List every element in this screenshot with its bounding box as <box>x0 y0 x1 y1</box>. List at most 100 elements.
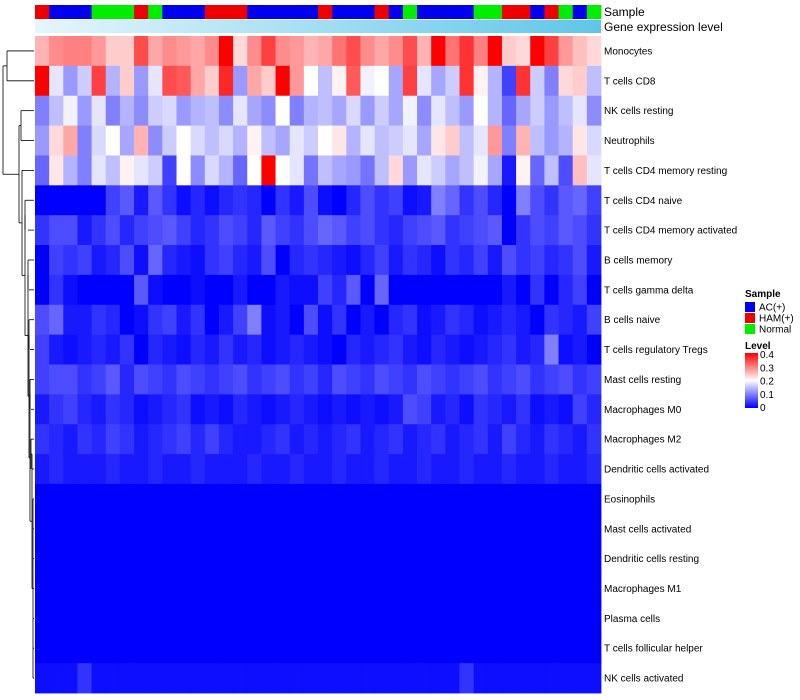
heatmap-cell <box>134 245 149 276</box>
heatmap-cell <box>318 483 333 515</box>
row-label: T cells gamma delta <box>604 285 694 296</box>
heatmap-cell <box>346 125 361 156</box>
heatmap-cell <box>190 424 206 455</box>
heatmap-cell <box>346 513 361 545</box>
heatmap-cell <box>77 274 92 306</box>
heatmap-cell <box>176 334 192 365</box>
heatmap-cell <box>431 274 446 306</box>
heatmap-cell <box>417 483 432 515</box>
heatmap-cell <box>105 483 121 515</box>
heatmap-cell <box>360 513 375 545</box>
heatmap-cell <box>388 65 404 97</box>
heatmap-cell <box>516 513 531 545</box>
heatmap-cell <box>233 274 248 306</box>
heatmap-cell <box>233 334 248 365</box>
heatmap-cell <box>148 274 163 306</box>
heatmap-cell <box>501 573 517 604</box>
heatmap-cell <box>346 633 361 664</box>
heatmap-cell <box>35 334 50 365</box>
heatmap-cell <box>388 245 404 276</box>
heatmap-cell <box>530 95 545 126</box>
heatmap-cell <box>346 185 361 216</box>
heatmap-cell <box>233 603 248 634</box>
heatmap-cell <box>388 483 404 515</box>
heatmap-cell <box>501 245 517 276</box>
sample-cell <box>261 5 276 19</box>
heatmap-cell <box>261 603 276 634</box>
heatmap-cell <box>374 603 390 634</box>
heatmap-cell <box>35 274 50 306</box>
heatmap-cell <box>402 125 418 156</box>
heatmap-cell <box>586 633 602 664</box>
heatmap-cell <box>417 215 432 246</box>
sample-cell <box>487 5 503 19</box>
heatmap-cell <box>261 274 276 306</box>
heatmap-cell <box>346 454 361 485</box>
heatmap-cell <box>544 95 559 126</box>
heatmap-cell <box>91 125 107 156</box>
heatmap-cell <box>49 245 64 276</box>
row-label: Dendritic cells resting <box>604 554 699 565</box>
heatmap-cell <box>487 215 503 246</box>
heatmap-cell <box>77 125 92 156</box>
heatmap-cell <box>63 454 78 485</box>
heatmap-cell <box>77 155 92 186</box>
heatmap-cell <box>148 573 163 604</box>
sample-cell <box>530 5 545 19</box>
heatmap-cell <box>218 543 234 574</box>
heatmap-cell <box>134 513 149 545</box>
heatmap-cell <box>247 454 262 485</box>
heatmap-cell <box>247 543 262 574</box>
heatmap-cell <box>431 633 446 664</box>
heatmap-cell <box>402 274 418 306</box>
heatmap-cell <box>402 454 418 485</box>
heatmap-cell <box>360 125 375 156</box>
sample-cell <box>35 5 50 19</box>
heatmap-cell <box>318 573 333 604</box>
heatmap-cell <box>360 663 375 694</box>
heatmap-cell <box>148 663 163 694</box>
heatmap-cell <box>586 424 602 455</box>
heatmap-cell <box>431 334 446 365</box>
heatmap-cell <box>49 364 64 395</box>
heatmap-cell <box>176 454 192 485</box>
heatmap-cell <box>318 543 333 574</box>
heatmap-cell <box>402 334 418 365</box>
heatmap-cell <box>516 454 531 485</box>
heatmap-cell <box>105 245 121 276</box>
heatmap-cell <box>318 334 333 365</box>
heatmap-cell <box>445 543 460 574</box>
heatmap-cell <box>134 304 149 336</box>
row-label: Eosinophils <box>604 494 655 505</box>
heatmap-cell <box>586 663 602 694</box>
heatmap-cell <box>105 65 121 97</box>
heatmap-cell <box>63 603 78 634</box>
row-label: Neutrophils <box>604 136 655 147</box>
heatmap-cell <box>190 274 206 306</box>
heatmap-cell <box>544 185 559 216</box>
heatmap-cell <box>402 633 418 664</box>
heatmap-cell <box>459 364 475 395</box>
sample-legend-label: HAM(+) <box>759 314 794 325</box>
heatmap-cell <box>261 394 276 425</box>
expression-level-bar <box>35 20 601 33</box>
heatmap-cell <box>459 334 475 365</box>
sample-cell <box>303 5 319 19</box>
heatmap-cell <box>63 394 78 425</box>
row-label: Dendritic cells activated <box>604 465 709 476</box>
heatmap-cell <box>105 663 121 694</box>
heatmap-cell <box>303 95 319 126</box>
heatmap-cell <box>558 424 574 455</box>
heatmap-cell <box>516 185 531 216</box>
heatmap-cell <box>204 274 220 306</box>
heatmap-cell <box>586 185 602 216</box>
heatmap-cell <box>374 125 390 156</box>
heatmap-cell <box>77 454 92 485</box>
heatmap-cell <box>431 95 446 126</box>
heatmap-cell <box>148 394 163 425</box>
sample-cell <box>572 5 588 19</box>
heatmap-cell <box>303 245 319 276</box>
heatmap-cell <box>35 513 50 545</box>
heatmap-cell <box>374 454 390 485</box>
heatmap-cell <box>572 663 588 694</box>
